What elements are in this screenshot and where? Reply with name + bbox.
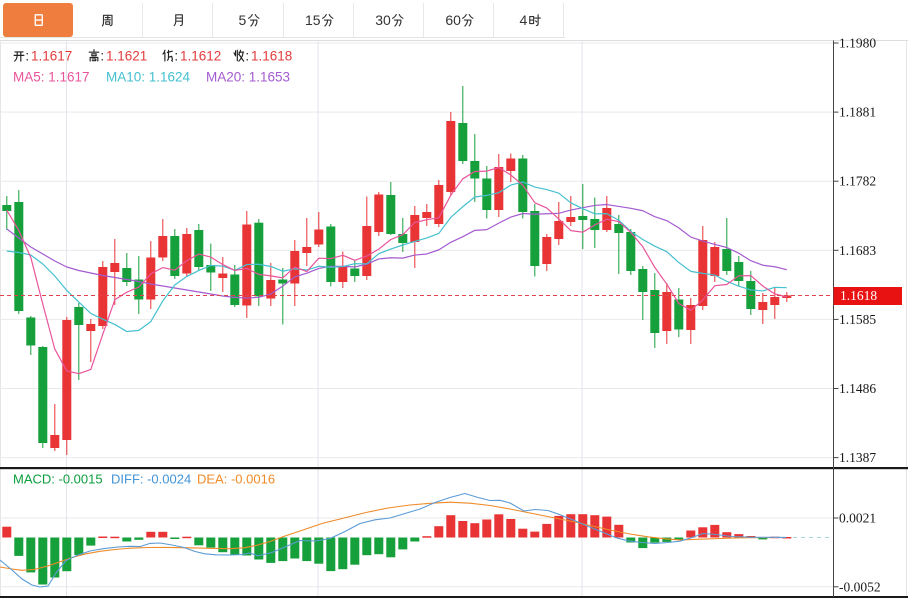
svg-text:30: 30 <box>375 12 391 28</box>
svg-text:0.0021: 0.0021 <box>839 511 876 526</box>
svg-text:DIFF: -0.0024: DIFF: -0.0024 <box>111 472 191 487</box>
svg-text:DEA: -0.0016: DEA: -0.0016 <box>197 472 275 487</box>
svg-text:MA10: 1.1624: MA10: 1.1624 <box>106 70 191 85</box>
svg-text:1.1585: 1.1585 <box>839 312 876 327</box>
svg-text:MA5: 1.1617: MA5: 1.1617 <box>13 70 90 85</box>
svg-text:1.1881: 1.1881 <box>839 105 876 120</box>
svg-text:MA20: 1.1653: MA20: 1.1653 <box>206 70 290 85</box>
svg-text:1.1980: 1.1980 <box>839 36 876 51</box>
svg-text:1.1683: 1.1683 <box>839 243 876 258</box>
svg-text:1.1387: 1.1387 <box>839 450 876 465</box>
svg-text:4: 4 <box>520 12 528 28</box>
svg-text:1.1618: 1.1618 <box>251 49 292 64</box>
svg-text:1.1782: 1.1782 <box>839 174 876 189</box>
svg-text::: : <box>100 49 104 64</box>
svg-text:60: 60 <box>445 12 461 28</box>
svg-text:5: 5 <box>239 12 247 28</box>
svg-text::: : <box>245 49 249 64</box>
svg-text::: : <box>25 49 29 64</box>
svg-text:1.1486: 1.1486 <box>839 381 876 396</box>
svg-text:1.1612: 1.1612 <box>180 49 221 64</box>
svg-text:-0.0052: -0.0052 <box>839 579 881 594</box>
svg-text::: : <box>174 49 178 64</box>
svg-text:1.1621: 1.1621 <box>106 49 147 64</box>
svg-text:MACD: -0.0015: MACD: -0.0015 <box>13 472 103 487</box>
svg-text:1.1617: 1.1617 <box>31 49 72 64</box>
svg-text:1.1618: 1.1618 <box>840 288 877 303</box>
svg-text:15: 15 <box>305 12 321 28</box>
